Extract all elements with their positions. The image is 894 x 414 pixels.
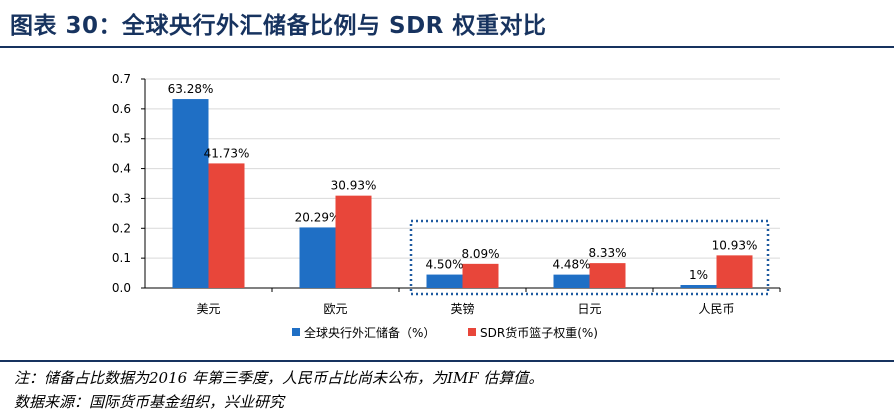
legend-swatch — [468, 328, 476, 336]
figure-title: 图表 30：全球央行外汇储备比例与 SDR 权重对比 — [10, 13, 547, 39]
y-tick-label: 0.6 — [112, 102, 131, 116]
x-category-label: 英镑 — [450, 301, 474, 316]
data-label: 41.73% — [204, 146, 250, 160]
bar-sdr — [208, 163, 245, 288]
figure-note: 注：储备占比数据为2016 年第三季度，人民币占比尚未公布，为IMF 估算值。 — [14, 369, 544, 387]
bar-sdr — [589, 263, 626, 288]
data-label: 30.93% — [331, 179, 377, 193]
legend-label: SDR货币篮子权重(%) — [480, 325, 598, 340]
data-label: 4.48% — [552, 258, 590, 272]
footer-rule — [0, 360, 894, 362]
data-label: 20.29% — [295, 210, 341, 224]
x-category-label: 人民币 — [698, 302, 734, 316]
bar-reserve — [553, 274, 590, 288]
data-label: 1% — [689, 268, 708, 282]
bar-reserve — [299, 227, 336, 288]
bar-reserve — [172, 99, 209, 289]
x-category-label: 美元 — [196, 302, 220, 316]
data-label: 10.93% — [712, 238, 758, 252]
y-tick-label: 0.5 — [112, 132, 131, 146]
bar-reserve — [680, 285, 717, 288]
y-tick-label: 0.2 — [112, 221, 131, 235]
x-category-label: 欧元 — [323, 302, 347, 316]
y-tick-label: 0.0 — [112, 281, 131, 295]
data-label: 63.28% — [168, 82, 214, 96]
bar-sdr — [462, 263, 499, 288]
y-tick-label: 0.4 — [112, 162, 131, 176]
legend-swatch — [292, 328, 300, 336]
data-label: 8.09% — [461, 247, 499, 261]
legend-label: 全球央行外汇储备（%） — [304, 325, 435, 340]
bar-reserve — [426, 274, 463, 288]
y-tick-label: 0.3 — [112, 191, 131, 205]
x-category-label: 日元 — [577, 302, 601, 316]
y-tick-label: 0.1 — [112, 251, 131, 265]
y-tick-label: 0.7 — [112, 72, 131, 86]
title-rule — [0, 46, 894, 48]
bar-sdr — [716, 255, 753, 288]
data-label: 4.50% — [425, 258, 463, 272]
data-label: 8.33% — [588, 246, 626, 260]
bar-chart: 0.0 0.1 0.2 0.3 0.4 0.5 0.6 0.7 63.28% 41.73% 美元 20… — [112, 72, 781, 340]
figure-source: 数据来源：国际货币基金组织，兴业研究 — [14, 393, 285, 411]
bar-sdr — [335, 195, 372, 288]
